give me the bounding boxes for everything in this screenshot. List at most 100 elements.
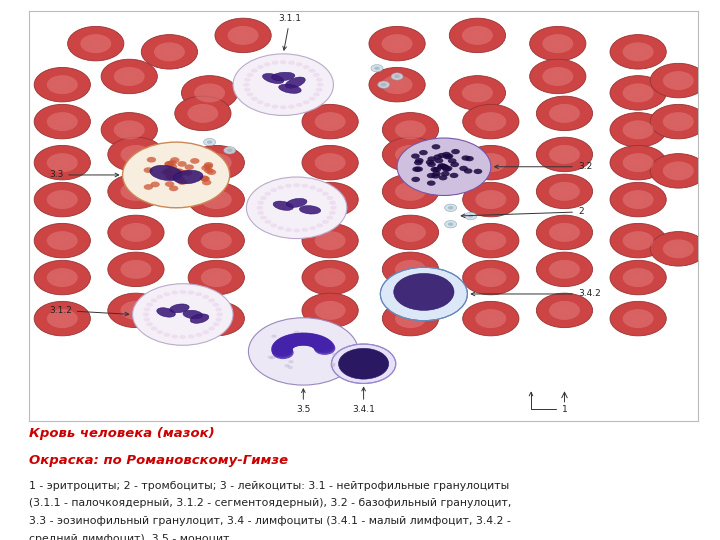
- Circle shape: [403, 125, 418, 134]
- Circle shape: [474, 168, 482, 174]
- Circle shape: [315, 153, 346, 172]
- Text: 3.1.1: 3.1.1: [279, 14, 302, 50]
- Circle shape: [459, 166, 468, 171]
- Circle shape: [202, 295, 209, 299]
- Circle shape: [463, 260, 519, 295]
- Circle shape: [395, 75, 400, 78]
- Circle shape: [468, 214, 474, 218]
- Ellipse shape: [285, 77, 305, 88]
- Ellipse shape: [174, 170, 203, 184]
- Circle shape: [439, 164, 449, 170]
- Circle shape: [177, 161, 186, 167]
- Circle shape: [150, 299, 158, 302]
- Text: 1: 1: [529, 392, 567, 414]
- Circle shape: [427, 173, 436, 178]
- Circle shape: [381, 83, 387, 86]
- Circle shape: [175, 176, 184, 182]
- Circle shape: [610, 112, 666, 147]
- Circle shape: [270, 356, 275, 359]
- Circle shape: [390, 80, 404, 89]
- Circle shape: [326, 196, 333, 200]
- Circle shape: [47, 153, 78, 172]
- Circle shape: [610, 145, 666, 180]
- Circle shape: [146, 322, 153, 326]
- Circle shape: [332, 353, 337, 356]
- Circle shape: [166, 174, 176, 180]
- Circle shape: [268, 356, 273, 359]
- Circle shape: [287, 333, 308, 346]
- Circle shape: [313, 73, 320, 77]
- Circle shape: [168, 160, 177, 166]
- Circle shape: [315, 301, 346, 320]
- Circle shape: [194, 83, 225, 103]
- Circle shape: [120, 301, 151, 320]
- Ellipse shape: [338, 348, 389, 379]
- Circle shape: [202, 89, 217, 97]
- Circle shape: [437, 164, 446, 170]
- Circle shape: [34, 145, 91, 180]
- Circle shape: [403, 228, 418, 237]
- Circle shape: [271, 345, 293, 357]
- Circle shape: [530, 59, 586, 94]
- Circle shape: [288, 341, 294, 344]
- Circle shape: [101, 59, 158, 94]
- Circle shape: [260, 215, 267, 220]
- Circle shape: [147, 157, 156, 163]
- Circle shape: [302, 184, 308, 188]
- Circle shape: [188, 291, 194, 294]
- Circle shape: [323, 158, 337, 167]
- Circle shape: [204, 164, 213, 170]
- Circle shape: [549, 223, 580, 242]
- Circle shape: [403, 187, 418, 195]
- Circle shape: [181, 76, 238, 110]
- Circle shape: [444, 154, 452, 159]
- Circle shape: [551, 39, 564, 48]
- Circle shape: [183, 170, 192, 176]
- Circle shape: [55, 80, 69, 89]
- Text: 2: 2: [462, 207, 583, 218]
- Circle shape: [610, 260, 666, 295]
- Circle shape: [382, 34, 413, 53]
- Circle shape: [201, 165, 210, 171]
- Circle shape: [34, 260, 91, 295]
- Circle shape: [284, 334, 305, 347]
- Circle shape: [442, 152, 451, 157]
- Circle shape: [623, 42, 654, 62]
- Circle shape: [322, 192, 329, 196]
- Circle shape: [280, 105, 287, 109]
- Circle shape: [170, 157, 179, 163]
- Circle shape: [122, 72, 136, 81]
- Circle shape: [210, 273, 223, 282]
- Ellipse shape: [300, 206, 320, 214]
- Circle shape: [257, 100, 264, 104]
- Circle shape: [330, 206, 337, 210]
- Circle shape: [395, 182, 426, 201]
- Circle shape: [631, 273, 645, 282]
- Circle shape: [395, 223, 426, 242]
- Circle shape: [463, 224, 519, 258]
- Circle shape: [484, 273, 498, 282]
- Circle shape: [188, 183, 244, 217]
- Circle shape: [380, 267, 467, 321]
- Circle shape: [108, 252, 164, 287]
- Circle shape: [260, 196, 267, 200]
- Circle shape: [313, 92, 320, 97]
- Circle shape: [382, 301, 438, 336]
- Circle shape: [557, 228, 572, 237]
- Circle shape: [170, 170, 179, 176]
- Circle shape: [47, 268, 78, 287]
- Circle shape: [55, 314, 69, 323]
- Circle shape: [233, 54, 333, 116]
- Circle shape: [188, 145, 244, 180]
- Circle shape: [390, 39, 404, 48]
- Circle shape: [204, 138, 215, 146]
- Circle shape: [210, 195, 223, 204]
- Circle shape: [462, 83, 493, 103]
- Circle shape: [272, 340, 294, 353]
- Circle shape: [251, 69, 258, 73]
- Circle shape: [329, 211, 336, 215]
- Circle shape: [163, 168, 173, 174]
- Circle shape: [297, 333, 318, 346]
- Circle shape: [257, 201, 264, 205]
- Circle shape: [169, 186, 179, 191]
